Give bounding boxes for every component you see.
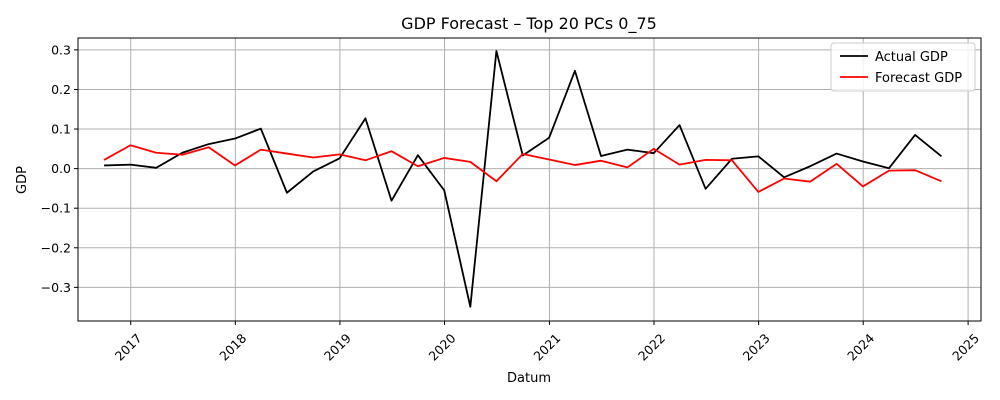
legend-label-forecast: Forecast GDP: [875, 71, 962, 86]
y-tick-label: −0.3: [41, 280, 71, 295]
y-tick-label: −0.1: [41, 201, 71, 216]
plot-frame: [77, 37, 982, 322]
x-tick-label: 2024: [844, 330, 877, 363]
chart-title: GDP Forecast – Top 20 PCs 0_75: [401, 14, 657, 34]
x-tick-label: 2020: [426, 330, 459, 363]
legend-box: [830, 42, 976, 92]
y-tick-label: 0.2: [51, 82, 71, 97]
x-tick-label: 2023: [740, 330, 773, 363]
x-axis-ticks: 2017 2018 2019 2020 2021 2022 2023 2024 2025: [112, 321, 982, 364]
y-axis-title: GDP: [15, 166, 30, 194]
x-tick-label: 2022: [635, 330, 668, 363]
forecast-gdp-line: [103, 144, 942, 193]
x-tick-label: 2017: [112, 330, 145, 363]
x-axis-title: Datum: [507, 371, 551, 386]
y-tick-label: −0.2: [41, 240, 71, 255]
legend: Actual GDP Forecast GDP: [830, 42, 976, 92]
y-tick-label: 0.1: [51, 122, 71, 137]
actual-gdp-line: [104, 50, 943, 308]
y-tick-label: 0.0: [51, 161, 71, 176]
x-tick-label: 2018: [216, 330, 249, 363]
y-tick-label: 0.3: [51, 42, 71, 57]
x-tick-label: 2021: [530, 330, 563, 363]
y-axis-ticks: 0.3 0.2 0.1 0.0 −0.1 −0.2 −0.3: [41, 42, 78, 295]
legend-label-actual: Actual GDP: [875, 50, 948, 65]
series-lines: [103, 50, 943, 308]
x-tick-label: 2025: [949, 330, 982, 363]
x-tick-label: 2019: [321, 330, 354, 363]
